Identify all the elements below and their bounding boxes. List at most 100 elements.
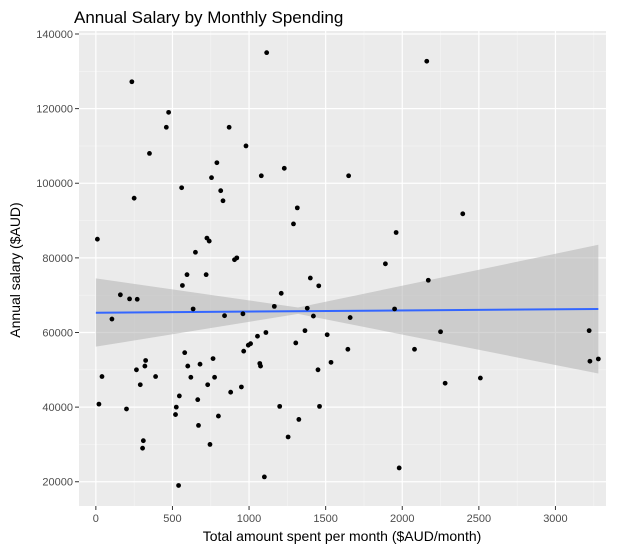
data-point (197, 361, 203, 367)
data-point (222, 313, 227, 319)
data-point (193, 249, 198, 255)
data-point (438, 329, 443, 335)
data-point (310, 313, 316, 319)
data-point (258, 173, 264, 179)
data-point (147, 150, 152, 156)
data-point (264, 50, 270, 56)
data-point (238, 384, 244, 390)
data-point (255, 333, 260, 339)
data-point (179, 185, 185, 191)
data-point (412, 346, 417, 352)
data-point (173, 412, 178, 417)
x-tick-label: 1500 (313, 513, 337, 525)
data-point (396, 465, 402, 471)
data-point (277, 403, 283, 409)
data-point (317, 403, 322, 409)
data-point (176, 483, 181, 488)
data-point (442, 380, 448, 386)
data-point (134, 367, 139, 373)
data-point (281, 165, 287, 171)
data-point (185, 363, 191, 369)
data-point (345, 346, 351, 352)
data-point (315, 367, 321, 373)
x-tick-label: 500 (163, 513, 181, 525)
data-point (240, 311, 246, 317)
data-point (258, 363, 263, 369)
x-tick-label: 1000 (237, 513, 261, 525)
data-point (346, 173, 352, 179)
data-point (137, 382, 143, 388)
data-point (324, 332, 330, 338)
data-point (347, 315, 353, 320)
data-point (166, 109, 172, 115)
data-point (460, 211, 466, 217)
data-point (140, 445, 145, 451)
data-point (595, 356, 601, 362)
data-point (163, 124, 169, 130)
data-point (209, 175, 214, 181)
data-point (184, 272, 190, 278)
data-point (96, 401, 102, 407)
data-point (220, 198, 226, 204)
data-point (226, 124, 232, 130)
data-point (127, 296, 132, 302)
data-point (94, 236, 100, 242)
data-point (205, 382, 211, 388)
data-point (140, 438, 146, 444)
data-point (234, 255, 240, 261)
data-point (143, 358, 149, 363)
data-point (248, 341, 253, 347)
data-point (278, 290, 284, 296)
data-point (153, 374, 158, 379)
data-point (424, 58, 430, 64)
data-point (207, 442, 213, 447)
y-tick-label: 100000 (36, 178, 73, 190)
data-point (328, 359, 334, 365)
data-point (296, 417, 302, 422)
data-point (129, 79, 135, 85)
data-point (228, 389, 234, 395)
data-point (261, 474, 267, 480)
data-point (203, 272, 209, 278)
data-point (196, 423, 201, 428)
data-point (218, 188, 224, 194)
y-tick-label: 80000 (42, 253, 73, 265)
data-point (195, 397, 201, 403)
data-point (425, 277, 431, 283)
data-point (263, 330, 269, 335)
data-point (210, 356, 216, 362)
y-tick-label: 40000 (42, 402, 73, 414)
data-point (173, 404, 179, 410)
data-point (382, 261, 388, 267)
y-tick-label: 60000 (42, 327, 73, 339)
data-point (188, 374, 194, 380)
data-point (190, 306, 196, 312)
y-axis-title: Annual salary ($AUD) (7, 202, 23, 337)
data-point (586, 328, 592, 334)
y-tick-label: 120000 (36, 104, 73, 116)
data-point (304, 305, 310, 311)
data-point (291, 221, 296, 227)
data-point (176, 393, 182, 399)
data-point (214, 160, 220, 166)
data-point (285, 434, 291, 440)
data-point (134, 296, 140, 302)
data-point (99, 374, 105, 379)
data-point (307, 275, 313, 281)
data-point (109, 316, 115, 322)
data-point (294, 205, 300, 211)
data-point (182, 350, 188, 356)
data-point (392, 306, 397, 312)
confidence-ribbon (95, 244, 599, 374)
y-tick-label: 20000 (42, 477, 73, 489)
data-point (124, 406, 129, 412)
data-point (271, 303, 277, 309)
x-tick-label: 2000 (390, 513, 414, 525)
data-point (142, 363, 148, 369)
data-point (131, 195, 137, 201)
data-point (212, 374, 217, 380)
data-point (587, 358, 593, 364)
x-axis-title: Total amount spent per month ($AUD/month… (203, 528, 482, 544)
x-tick-label: 2500 (467, 513, 491, 525)
